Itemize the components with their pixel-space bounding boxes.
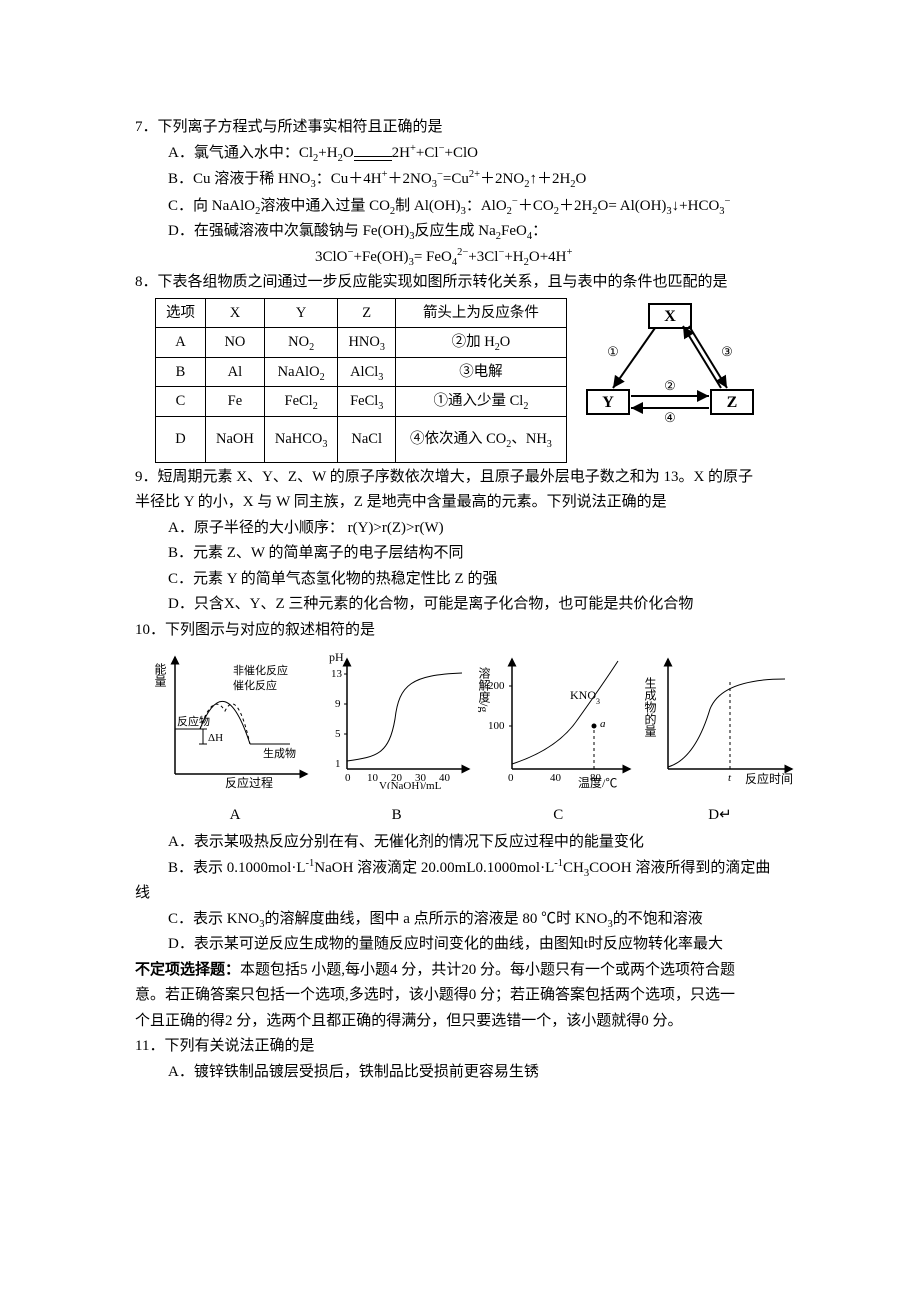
q10-opt-a: A．表示某吸热反应分别在有、无催化剂的情况下反应过程中的能量变化	[135, 830, 800, 856]
cell: NO	[206, 328, 265, 358]
chart-c: 溶解度/g 200 100 0 40 80 KNO3 a 温度/℃	[478, 649, 638, 789]
svg-text:t: t	[728, 772, 732, 784]
section-header-2: 意。若正确答案只包括一个选项,多选时，该小题得0 分；若正确答案包括两个选项，只…	[135, 983, 800, 1009]
q7-opt-c: C．向 NaAlO2溶液中通入过量 CO2制 Al(OH)3：AlO2−＋CO2…	[135, 193, 800, 220]
svg-text:40: 40	[550, 772, 562, 784]
svg-text:能量: 能量	[155, 663, 167, 687]
q9-opt-d: D．只含X、Y、Z 三种元素的化合物，可能是离子化合物，也可能是共价化合物	[135, 592, 800, 618]
cell: HNO3	[338, 328, 395, 358]
svg-text:反应物: 反应物	[177, 714, 210, 728]
svg-text:100: 100	[488, 720, 505, 732]
svg-text:KNO3: KNO3	[570, 688, 600, 706]
q9-opt-c: C．元素 Y 的简单气态氢化物的热稳定性比 Z 的强	[135, 567, 800, 593]
q8-stem: 8．下表各组物质之间通过一步反应能实现如图所示转化关系，且与表中的条件也匹配的是	[135, 270, 800, 296]
svg-text:④: ④	[664, 410, 676, 425]
cell: ①通入少量 Cl2	[395, 387, 566, 417]
q9-opt-b: B．元素 Z、W 的简单离子的电子层结构不同	[135, 541, 800, 567]
svg-text:5: 5	[335, 728, 341, 740]
svg-text:V(NaOH)/mL: V(NaOH)/mL	[379, 780, 442, 789]
svg-text:③: ③	[721, 344, 733, 359]
svg-text:生成物的量: 生成物的量	[643, 677, 657, 737]
section-header-3: 个且正确的得2 分，选两个且都正确的得满分，但只要选错一个，该小题就得0 分。	[135, 1009, 800, 1035]
svg-text:1: 1	[335, 758, 341, 770]
cell: C	[156, 387, 206, 417]
svg-text:催化反应: 催化反应	[233, 678, 277, 692]
svg-text:Y: Y	[602, 394, 614, 411]
q7-opt-b: B．Cu 溶液于稀 HNO3：Cu＋4H+＋2NO3−=Cu2+＋2NO2↑＋2…	[135, 166, 800, 193]
q9-stem-2: 半径比 Y 的小，X 与 W 同主族，Z 是地壳中含量最高的元素。下列说法正确的…	[135, 490, 800, 516]
svg-text:Z: Z	[727, 394, 738, 411]
cell: FeCl3	[338, 387, 395, 417]
q7-stem: 7．下列离子方程式与所述事实相符且正确的是	[135, 115, 800, 141]
svg-text:9: 9	[335, 698, 341, 710]
q10-opt-d: D．表示某可逆反应生成物的量随反应时间变化的曲线，由图知t时反应物转化率最大	[135, 932, 800, 958]
cell: ②加 H2O	[395, 328, 566, 358]
q8-th-1: X	[206, 298, 265, 328]
cell: AlCl3	[338, 357, 395, 387]
q8-th-0: 选项	[156, 298, 206, 328]
svg-text:②: ②	[664, 378, 676, 393]
cell: A	[156, 328, 206, 358]
cell: D	[156, 417, 206, 463]
svg-text:①: ①	[607, 344, 619, 359]
chart-a: 能量 ΔH 非催化反应 催化反应 反应物 生成物 反应过程	[155, 649, 315, 789]
q10-charts: 能量 ΔH 非催化反应 催化反应 反应物 生成物 反应过程 A	[155, 649, 800, 828]
q8-diagram: X Y Z ① ③ ② ④	[577, 298, 762, 428]
q10-stem: 10．下列图示与对应的叙述相符的是	[135, 618, 800, 644]
q8-th-3: Z	[338, 298, 395, 328]
cell: ④依次通入 CO2、NH3	[395, 417, 566, 463]
cell: FeCl2	[264, 387, 338, 417]
q10-opt-b-2: 线	[135, 881, 800, 907]
svg-text:10: 10	[367, 772, 379, 784]
chart-d: 生成物的量 t 反应时间	[640, 649, 800, 789]
chart-b-label: B	[317, 803, 477, 829]
svg-text:a: a	[600, 718, 606, 730]
svg-text:X: X	[664, 308, 676, 325]
svg-text:反应时间: 反应时间	[745, 771, 793, 786]
q7-opt-d-1: D．在强碱溶液中次氯酸钠与 Fe(OH)3反应生成 Na2FeO4：	[135, 219, 800, 245]
svg-text:200: 200	[488, 680, 505, 692]
cell: B	[156, 357, 206, 387]
q7-opt-d-2: 3ClO−+Fe(OH)3= FeO42−+3Cl−+H2O+4H+	[135, 245, 800, 271]
cell: NaHCO3	[264, 417, 338, 463]
cell: NaCl	[338, 417, 395, 463]
q9-opt-a: A．原子半径的大小顺序： r(Y)>r(Z)>r(W)	[135, 516, 800, 542]
svg-text:温度/℃: 温度/℃	[578, 775, 617, 789]
cell: Fe	[206, 387, 265, 417]
chart-b: pH 13 9 5 1 0 10 20 30 40 V(NaOH)/mL	[317, 649, 477, 789]
q11-stem: 11．下列有关说法正确的是	[135, 1034, 800, 1060]
cell: Al	[206, 357, 265, 387]
svg-text:生成物: 生成物	[263, 746, 296, 760]
cell: ③电解	[395, 357, 566, 387]
q10-opt-b: B．表示 0.1000mol·L-1NaOH 溶液滴定 20.00mL0.100…	[135, 856, 800, 882]
cell: NaOH	[206, 417, 265, 463]
q7-opt-a: A．氯气通入水中：Cl2+H2O2H++Cl−+ClO	[135, 141, 800, 167]
svg-text:ΔH: ΔH	[208, 732, 223, 744]
cell: NaAlO2	[264, 357, 338, 387]
q8-th-4: 箭头上为反应条件	[395, 298, 566, 328]
chart-d-label: D↵	[640, 803, 800, 829]
q11-opt-a: A．镀锌铁制品镀层受损后，铁制品比受损前更容易生锈	[135, 1060, 800, 1086]
q10-opt-c: C．表示 KNO3的溶解度曲线，图中 a 点所示的溶液是 80 ℃时 KNO3的…	[135, 907, 800, 933]
q9-stem-1: 9．短周期元素 X、Y、Z、W 的原子序数依次增大，且原子最外层电子数之和为 1…	[135, 465, 800, 491]
section-header-1: 不定项选择题：本题包括5 小题,每小题4 分，共计20 分。每小题只有一个或两个…	[135, 958, 800, 984]
svg-text:反应过程: 反应过程	[225, 775, 273, 789]
chart-c-label: C	[478, 803, 638, 829]
cell: NO2	[264, 328, 338, 358]
chart-a-label: A	[155, 803, 315, 829]
svg-text:0: 0	[508, 772, 514, 784]
svg-text:pH: pH	[329, 650, 344, 664]
q8-table: 选项 X Y Z 箭头上为反应条件 ANONO2HNO3②加 H2O BAlNa…	[155, 298, 567, 463]
svg-text:0: 0	[345, 772, 351, 784]
svg-text:13: 13	[331, 668, 343, 680]
svg-text:非催化反应: 非催化反应	[233, 663, 288, 677]
q8-th-2: Y	[264, 298, 338, 328]
